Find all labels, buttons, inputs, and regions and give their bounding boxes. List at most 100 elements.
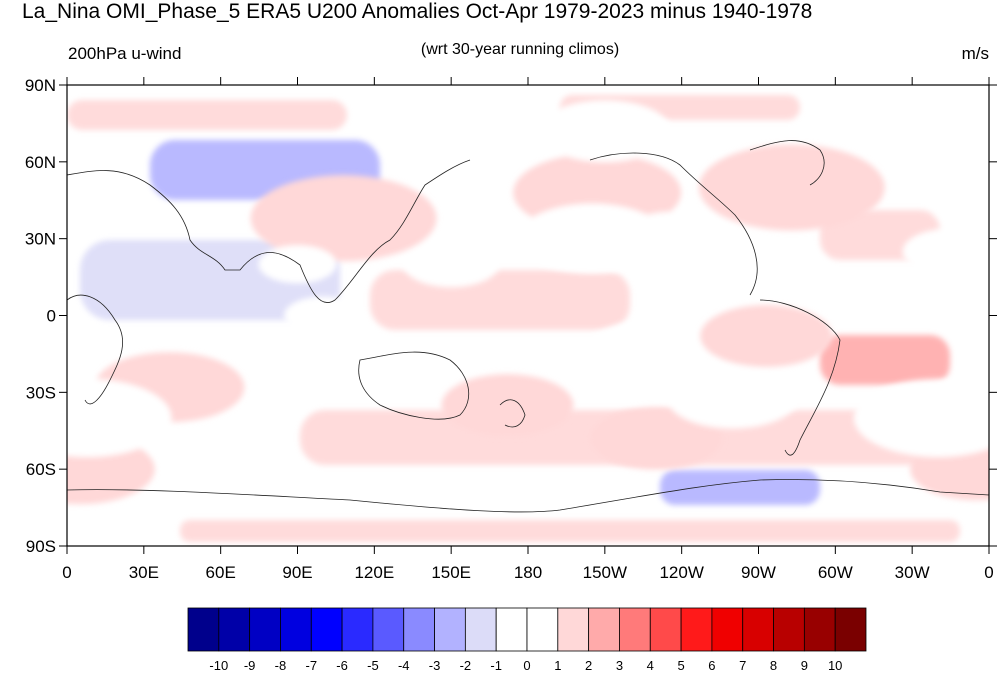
colorbar-swatch	[557, 607, 590, 652]
anomaly-contour	[67, 378, 172, 457]
lat-tick-label: 60N	[25, 153, 56, 172]
lon-tick-label: 0	[984, 563, 993, 582]
colorbar-swatch	[680, 607, 713, 652]
colorbar-swatch	[341, 607, 374, 652]
colorbar-swatch	[434, 607, 466, 652]
colorbar-label: 2	[585, 658, 592, 673]
colorbar-swatch	[588, 607, 620, 652]
colorbar-label: -7	[305, 658, 317, 673]
lat-tick-label: 60S	[26, 460, 56, 479]
anomaly-contour	[853, 378, 989, 457]
map-title: La_Nina OMI_Phase_5 ERA5 U200 Anomalies …	[22, 0, 813, 23]
anomaly-contour	[590, 407, 723, 470]
lon-tick-label: 30W	[895, 563, 930, 582]
shade-band	[660, 470, 820, 505]
south-america-coast	[759, 299, 841, 456]
anomaly-contour	[666, 366, 799, 429]
variable-label: 200hPa u-wind	[68, 44, 182, 63]
colorbar-swatch	[619, 607, 651, 652]
colorbar-swatch	[526, 607, 559, 652]
colorbar-label: -9	[244, 658, 256, 673]
lat-tick-label: 90N	[25, 76, 56, 95]
colorbar-swatch	[249, 607, 281, 652]
eurasia-coast	[67, 159, 471, 303]
shade-band	[820, 335, 950, 385]
colorbar-label: -3	[429, 658, 441, 673]
anomaly-contour	[403, 241, 500, 288]
lon-tick-label: 30E	[129, 563, 159, 582]
colorbar-label: 10	[828, 658, 842, 673]
colorbar-label: -8	[275, 658, 287, 673]
subtitle-label: (wrt 30-year running climos)	[420, 41, 620, 58]
colorbar-label: -2	[460, 658, 472, 673]
new-zealand-coast	[499, 399, 526, 428]
colorbar-label: 9	[801, 658, 808, 673]
axis-ticks: 90N 60N 30N 0 30S 60S 90S 0 30E 60E 90E 120E 150E 180…	[25, 76, 997, 582]
colorbar-swatch	[310, 607, 343, 652]
north-america-coast	[589, 152, 758, 296]
anomaly-contour	[616, 211, 731, 266]
colorbar-swatch	[464, 607, 497, 652]
lat-tick-label: 30S	[26, 383, 56, 402]
greenland-coast	[749, 140, 825, 186]
colorbar-label: -5	[367, 658, 379, 673]
lon-tick-label: 150W	[583, 563, 627, 582]
map-panel: 90N 60N 30N 0 30S 60S 90S 0 30E 60E 90E 120E 150E 180…	[25, 76, 997, 582]
colorbar-label: 6	[708, 658, 715, 673]
anomaly-contour	[538, 100, 671, 163]
lon-tick-label: 150E	[431, 563, 471, 582]
anomaly-contour	[517, 203, 668, 274]
shade-band	[180, 520, 960, 542]
coastlines	[67, 140, 989, 513]
colorbar-swatch	[803, 607, 836, 652]
colorbar-swatch	[403, 607, 435, 652]
colorbar-swatch	[218, 607, 251, 652]
anomaly-contour	[284, 296, 363, 335]
lon-tick-label: 60W	[818, 563, 853, 582]
colorbar-swatch	[187, 607, 220, 652]
colorbar-label: -10	[209, 658, 228, 673]
lat-tick-label: 30N	[25, 230, 56, 249]
colorbar-swatch	[773, 607, 805, 652]
australia-coast	[358, 351, 469, 420]
colorbar-label: 0	[523, 658, 530, 673]
lon-tick-label: 180	[514, 563, 542, 582]
units-label: m/s	[961, 44, 989, 63]
colorbar-swatch	[649, 607, 682, 652]
antarctica-coast	[67, 479, 989, 513]
colorbar-swatch	[495, 607, 528, 652]
colorbar-label: 5	[677, 658, 684, 673]
colorbar-label: 7	[739, 658, 746, 673]
shade-band	[67, 100, 347, 130]
colorbar-swatch	[742, 607, 774, 652]
colorbar-label: -6	[336, 658, 348, 673]
anomaly-contour	[902, 228, 989, 275]
shade-band	[370, 270, 630, 330]
lat-tick-label: 90S	[26, 537, 56, 556]
africa-coast	[67, 294, 123, 405]
colorbar-swatch	[372, 607, 405, 652]
anomaly-contour	[700, 304, 833, 367]
colorbar: -10 -9 -8 -7 -6 -5 -4 -3 -2 -1 0 1 2 3 4 5 6 7 8 9 10	[187, 607, 867, 673]
colorbar-swatch	[280, 607, 312, 652]
colorbar-swatch	[834, 607, 867, 652]
anomaly-field	[67, 95, 989, 542]
anomaly-contour	[698, 144, 885, 231]
colorbar-label: 8	[770, 658, 777, 673]
lat-tick-label: 0	[47, 307, 56, 326]
lon-tick-label: 120E	[354, 563, 394, 582]
lon-tick-label: 60E	[206, 563, 236, 582]
lon-tick-label: 90W	[741, 563, 776, 582]
colorbar-label: 4	[647, 658, 654, 673]
colorbar-label: -4	[398, 658, 410, 673]
anomaly-contour	[586, 321, 701, 376]
colorbar-swatch	[711, 607, 744, 652]
anomaly-contour	[441, 374, 574, 437]
colorbar-label: -1	[490, 658, 502, 673]
lon-tick-label: 0	[62, 563, 71, 582]
lon-tick-label: 120W	[659, 563, 703, 582]
colorbar-label: 3	[616, 658, 623, 673]
anomaly-contour	[258, 245, 337, 284]
colorbar-label: 1	[554, 658, 561, 673]
